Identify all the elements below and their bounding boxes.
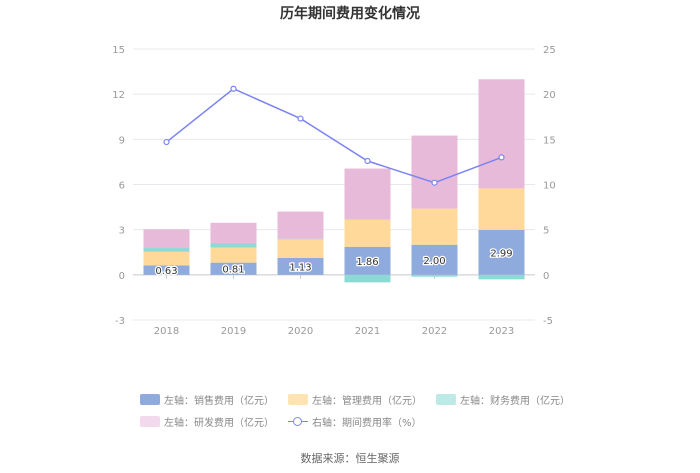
left-tick-label: 6 bbox=[119, 181, 125, 192]
legend-label-finance: 左轴：财务费用（亿元） bbox=[460, 395, 570, 407]
bar-segment bbox=[210, 247, 257, 263]
right-tick-label: 10 bbox=[543, 181, 556, 192]
bar-segment bbox=[277, 239, 324, 258]
rate-line bbox=[163, 85, 505, 186]
right-tick-label: 0 bbox=[543, 271, 549, 282]
sales-value-label: 0.81 bbox=[222, 265, 244, 276]
legend: 左轴：销售费用（亿元） 左轴：管理费用（亿元） 左轴：财务费用（亿元） 左轴：研… bbox=[140, 388, 580, 432]
x-tick-label: 2023 bbox=[489, 326, 514, 337]
bar-segment bbox=[411, 135, 458, 209]
sales-value-label: 2.99 bbox=[490, 248, 512, 259]
bar-segment bbox=[344, 274, 391, 283]
legend-swatch-admin bbox=[288, 393, 308, 405]
bar-segment bbox=[277, 238, 324, 240]
x-tick-label: 2021 bbox=[355, 326, 380, 337]
rate-line-path bbox=[166, 87, 502, 184]
legend-item-rnd[interactable]: 左轴：研发费用（亿元） bbox=[140, 414, 274, 429]
left-tick-label: 0 bbox=[119, 271, 125, 282]
x-tick-label: 2020 bbox=[288, 326, 313, 337]
rate-point bbox=[230, 85, 237, 92]
legend-swatch-rnd bbox=[140, 415, 160, 427]
bar-segment bbox=[277, 257, 324, 275]
left-tick-label: 9 bbox=[119, 135, 125, 146]
legend-swatch-finance bbox=[436, 393, 456, 405]
bar-segment bbox=[143, 265, 190, 275]
sales-value-label: 0.63 bbox=[155, 266, 177, 277]
bar-segment bbox=[210, 243, 257, 248]
left-tick-label: 15 bbox=[112, 45, 125, 56]
sales-value-label: 1.86 bbox=[356, 257, 378, 268]
rate-point bbox=[163, 138, 170, 146]
legend-label-rnd: 左轴：研发费用（亿元） bbox=[164, 417, 274, 429]
rate-point bbox=[431, 179, 438, 186]
sales-value-label: 2.00 bbox=[423, 256, 445, 267]
axis-labels: -3 -5 0 0 3 5 6 10 9 15 12 20 15 25 2018 2019 2020 2021 20… bbox=[112, 45, 555, 337]
grid-lines bbox=[133, 48, 535, 321]
bar-segment bbox=[478, 188, 525, 230]
bar-segment bbox=[411, 274, 458, 277]
bar-segment bbox=[344, 246, 391, 275]
bar-segment bbox=[210, 262, 257, 275]
legend-label-sales: 左轴：销售费用（亿元） bbox=[164, 395, 274, 407]
legend-swatch-sales bbox=[140, 393, 160, 405]
left-tick-label: 12 bbox=[112, 90, 125, 101]
data-labels: 0.63 0.81 1.13 1.86 2.00 2.99 bbox=[154, 247, 514, 278]
bar-segment bbox=[143, 229, 190, 249]
right-tick-label: 25 bbox=[543, 45, 556, 56]
right-tick-label: 15 bbox=[543, 135, 556, 146]
chart-title: 历年期间费用变化情况 bbox=[280, 6, 420, 22]
bar-segment bbox=[143, 248, 190, 252]
bar-segment bbox=[478, 229, 525, 275]
right-tick-label: 5 bbox=[543, 226, 549, 237]
bar-segment bbox=[411, 244, 458, 275]
x-tick-label: 2022 bbox=[422, 326, 447, 337]
legend-item-admin[interactable]: 左轴：管理费用（亿元） bbox=[288, 392, 422, 407]
bar-segment bbox=[277, 211, 324, 239]
bar-segment bbox=[411, 208, 458, 245]
bar-segment bbox=[344, 219, 391, 247]
bar-segment bbox=[143, 251, 190, 266]
bar-segment bbox=[344, 168, 391, 220]
legend-label-rate: 右轴：期间费用率（%） bbox=[312, 417, 422, 429]
bar-segment bbox=[478, 274, 525, 280]
bar-segment bbox=[210, 222, 257, 244]
legend-item-rate[interactable]: 右轴：期间费用率（%） bbox=[288, 414, 422, 429]
sales-value-label: 1.13 bbox=[289, 262, 311, 273]
left-tick-label: -3 bbox=[115, 316, 125, 327]
x-tick-label: 2019 bbox=[221, 326, 246, 337]
legend-item-sales[interactable]: 左轴：销售费用（亿元） bbox=[140, 392, 274, 407]
legend-swatch-rate bbox=[288, 416, 308, 427]
left-tick-label: 3 bbox=[119, 226, 125, 237]
x-tick-label: 2018 bbox=[154, 326, 179, 337]
chart-area: -3 -5 0 0 3 5 6 10 9 15 12 20 15 25 2018 2019 2020 2021 20… bbox=[112, 45, 555, 337]
right-tick-label: 20 bbox=[543, 90, 556, 101]
right-tick-label: -5 bbox=[543, 316, 553, 327]
rate-point bbox=[498, 154, 505, 161]
rate-point bbox=[297, 115, 304, 122]
source-note: 数据来源：恒生聚源 bbox=[300, 452, 400, 465]
bar-segment bbox=[478, 79, 525, 189]
legend-label-admin: 左轴：管理费用（亿元） bbox=[312, 395, 422, 407]
legend-item-finance[interactable]: 左轴：财务费用（亿元） bbox=[436, 392, 570, 407]
bar-series bbox=[143, 79, 525, 283]
rate-point bbox=[364, 157, 371, 165]
